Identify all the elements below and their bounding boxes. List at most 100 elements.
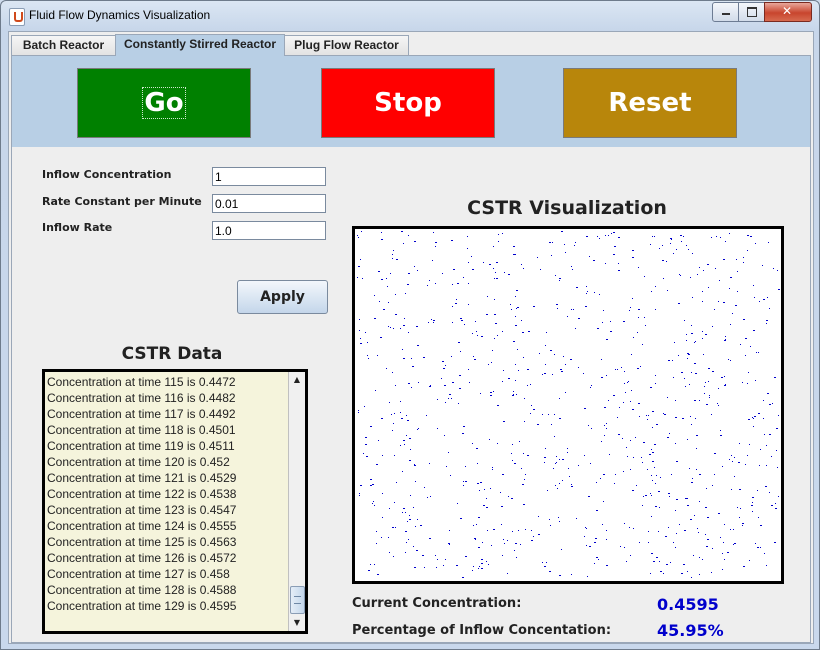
data-panel-title: CSTR Data xyxy=(121,344,223,364)
particle xyxy=(405,531,407,532)
particle xyxy=(496,262,498,263)
list-item[interactable]: Concentration at time 115 is 0.4472 xyxy=(47,375,236,389)
particle xyxy=(724,376,725,377)
go-button[interactable]: Go xyxy=(77,68,251,138)
particle xyxy=(497,405,499,406)
particle xyxy=(373,501,374,502)
minimize-button[interactable] xyxy=(712,2,739,22)
particle xyxy=(586,236,588,237)
particle xyxy=(562,480,563,481)
particle xyxy=(502,555,503,556)
particle xyxy=(417,270,418,271)
particle xyxy=(389,402,390,403)
particle xyxy=(747,455,748,456)
particle xyxy=(365,437,367,438)
particle xyxy=(604,407,606,408)
particle xyxy=(548,414,549,415)
particle xyxy=(755,380,756,381)
particle xyxy=(638,267,639,268)
particle xyxy=(743,262,744,263)
particle xyxy=(538,516,539,517)
particle xyxy=(585,527,586,528)
particle xyxy=(754,297,755,298)
particle xyxy=(388,302,389,303)
particle xyxy=(435,283,436,284)
data-scrollbar[interactable]: ▲ ▼ xyxy=(288,372,305,631)
particle xyxy=(684,378,685,379)
maximize-button[interactable] xyxy=(738,2,765,22)
close-button[interactable] xyxy=(764,2,812,22)
particle xyxy=(730,324,731,325)
particle xyxy=(382,493,383,494)
particle xyxy=(596,510,598,511)
reset-button[interactable]: Reset xyxy=(563,68,737,138)
particle xyxy=(676,499,678,500)
particle xyxy=(407,521,408,522)
particle xyxy=(704,386,705,387)
particle xyxy=(412,366,414,367)
particle xyxy=(416,326,418,327)
particle xyxy=(636,485,637,486)
particle xyxy=(674,342,675,343)
particle xyxy=(433,320,435,321)
list-item[interactable]: Concentration at time 117 is 0.4492 xyxy=(47,407,236,421)
list-item[interactable]: Concentration at time 123 is 0.4547 xyxy=(47,503,237,517)
particle xyxy=(458,403,459,404)
list-item[interactable]: Concentration at time 124 is 0.4555 xyxy=(47,519,237,533)
apply-button[interactable]: Apply xyxy=(237,280,328,314)
title-bar[interactable]: Fluid Flow Dynamics Visualization xyxy=(1,1,819,31)
particle xyxy=(725,339,726,340)
particle xyxy=(752,417,753,418)
list-item[interactable]: Concentration at time 121 is 0.4529 xyxy=(47,471,237,485)
particle xyxy=(630,555,631,556)
list-item[interactable]: Concentration at time 116 is 0.4482 xyxy=(47,391,236,405)
scroll-up-icon[interactable]: ▲ xyxy=(293,375,301,384)
particle xyxy=(408,539,409,540)
list-item[interactable]: Concentration at time 118 is 0.4501 xyxy=(47,423,236,437)
particle xyxy=(594,542,596,543)
tab-constantly-stirred-reactor[interactable]: Constantly Stirred Reactor xyxy=(115,34,285,56)
tab-plug-flow-reactor[interactable]: Plug Flow Reactor xyxy=(284,35,409,55)
particle xyxy=(424,567,425,568)
particle xyxy=(451,398,452,399)
particle xyxy=(523,504,525,505)
inflow-rate-field[interactable] xyxy=(212,221,326,240)
particle xyxy=(597,236,598,237)
rate-constant-field[interactable] xyxy=(212,194,326,213)
particle xyxy=(378,271,380,272)
particle xyxy=(478,517,480,518)
particle xyxy=(774,542,776,543)
cstr-data-list[interactable]: Concentration at time 115 is 0.4472 Conce… xyxy=(42,369,308,634)
list-item[interactable]: Concentration at time 119 is 0.4511 xyxy=(47,439,235,453)
scroll-down-icon[interactable]: ▼ xyxy=(293,618,301,627)
particle xyxy=(487,296,488,297)
list-item[interactable]: Concentration at time 125 is 0.4563 xyxy=(47,535,237,549)
particle xyxy=(559,278,561,279)
particle xyxy=(468,369,469,370)
list-item[interactable]: Concentration at time 127 is 0.458 xyxy=(47,567,230,581)
particle xyxy=(695,373,696,374)
particle xyxy=(504,543,505,544)
list-item[interactable]: Concentration at time 126 is 0.4572 xyxy=(47,551,237,565)
particle xyxy=(501,524,502,525)
particle xyxy=(403,508,405,509)
particle xyxy=(606,539,607,540)
list-item[interactable]: Concentration at time 128 is 0.4588 xyxy=(47,583,237,597)
particle xyxy=(537,257,538,258)
particle xyxy=(571,309,572,310)
tab-batch-reactor[interactable]: Batch Reactor xyxy=(11,35,116,55)
list-item[interactable]: Concentration at time 129 is 0.4595 xyxy=(47,599,237,613)
particle xyxy=(708,287,709,288)
particle xyxy=(372,484,374,485)
scroll-thumb[interactable] xyxy=(290,586,305,614)
particle xyxy=(601,441,602,442)
inflow-concentration-field[interactable] xyxy=(212,167,326,186)
particle xyxy=(633,457,634,458)
particle xyxy=(559,483,560,484)
particle xyxy=(492,467,493,468)
list-item[interactable]: Concentration at time 122 is 0.4538 xyxy=(47,487,237,501)
particle xyxy=(545,364,546,365)
stop-button[interactable]: Stop xyxy=(321,68,495,138)
list-item[interactable]: Concentration at time 120 is 0.452 xyxy=(47,455,230,469)
particle xyxy=(465,466,466,467)
